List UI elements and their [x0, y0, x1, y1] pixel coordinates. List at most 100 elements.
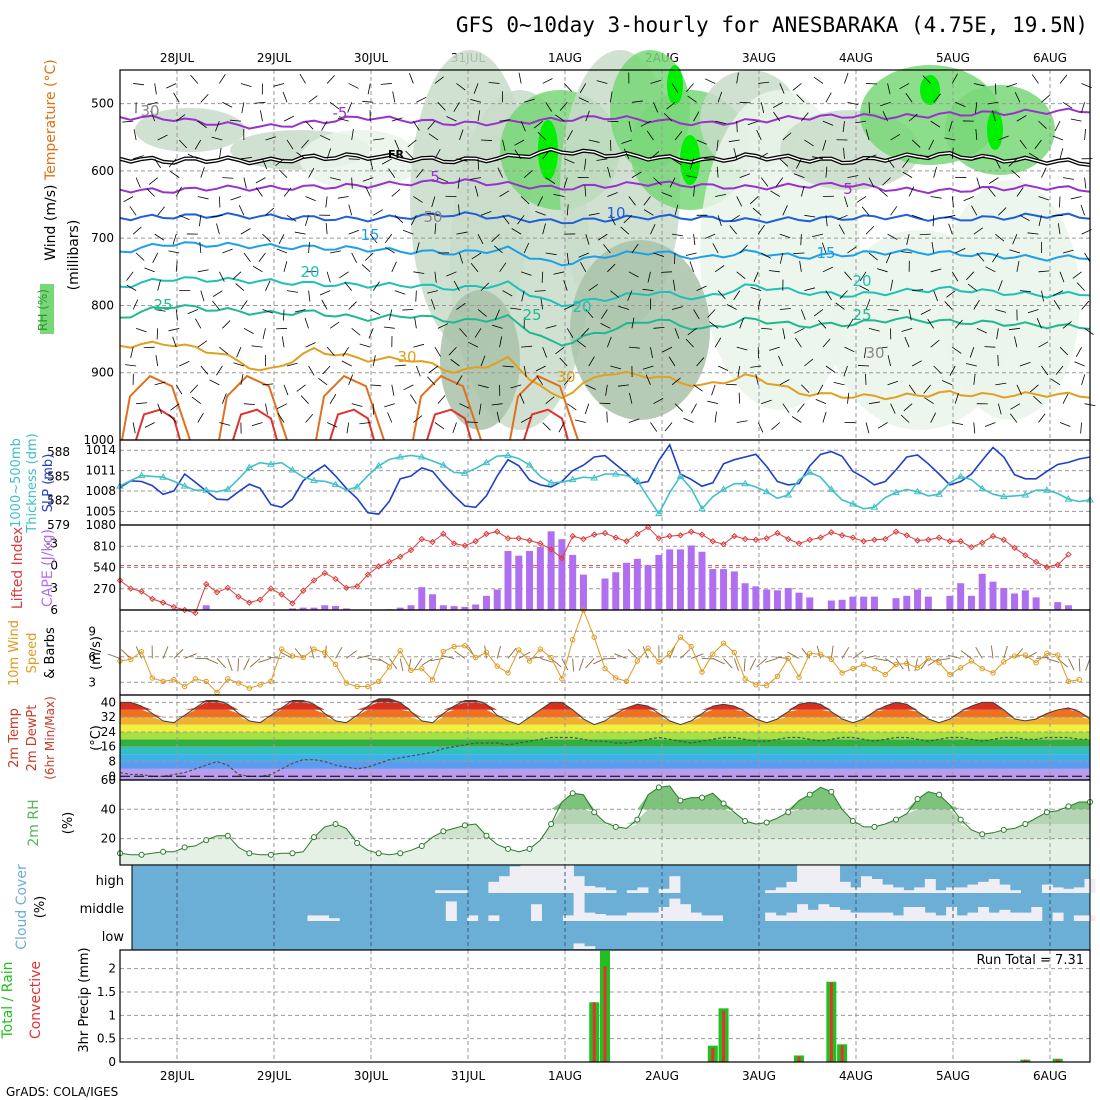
wind-barb [792, 83, 802, 91]
lifted-index-point [752, 536, 760, 543]
temp2m-tick: 8 [108, 755, 116, 769]
wind-barb [674, 403, 684, 412]
wind-barb [1041, 365, 1049, 376]
wind10-ylabel-1: 10m Wind [7, 620, 22, 686]
cloud-high-cell [1063, 888, 1075, 893]
thickness-point [461, 469, 469, 476]
cloud-high-cell [988, 879, 1000, 893]
cape-bar [946, 595, 954, 610]
wind-barb [359, 343, 371, 348]
wind-barb [782, 205, 788, 216]
wind10-barb [184, 653, 197, 659]
cloud-middle-cell [882, 912, 894, 921]
wind10-speed-point [1001, 659, 1007, 665]
wind-barb [362, 177, 374, 182]
wind-barb [480, 282, 490, 291]
wind-barb [434, 223, 437, 235]
wind-barb [542, 149, 550, 160]
wind10-speed-point [268, 678, 274, 685]
wind10-barb [578, 658, 584, 671]
wind10-barb [947, 654, 961, 659]
temp2m-units-part-0: (°C) [89, 725, 104, 751]
wind-barb [662, 346, 673, 353]
thickness-point [1043, 486, 1051, 493]
wind-barb [904, 336, 910, 348]
cloud-middle-cell [946, 907, 958, 921]
cape-bar [827, 600, 835, 610]
wind-barb [976, 327, 987, 334]
wind-barb [1027, 309, 1039, 314]
wind10-speed-point [494, 663, 500, 669]
wind-barb [521, 290, 525, 302]
wind-barb [736, 271, 746, 280]
wind-barb [749, 196, 759, 205]
wind10-barb [237, 658, 240, 672]
wind10-barb [173, 648, 184, 659]
cape-bar [536, 547, 544, 610]
rh2m-point [418, 842, 425, 849]
precip-conv-bar [840, 1045, 844, 1062]
time-label-top: 30JUL [354, 51, 389, 65]
time-label-bottom: 4AUG [839, 1069, 873, 1083]
wind-barb [683, 417, 694, 423]
thickness-point [310, 476, 318, 483]
wind-barb [585, 309, 594, 319]
wind-barb [920, 309, 931, 315]
rh2m-point [828, 788, 835, 795]
wind-barb [453, 102, 460, 112]
wind10-speed-point [505, 670, 511, 676]
wind-barb [347, 102, 353, 113]
wind-barb [265, 280, 271, 291]
wind-barb [496, 411, 500, 423]
wind-barb [326, 346, 335, 356]
wind-barb [653, 397, 664, 405]
wind10-speed-point [893, 661, 899, 668]
wind-barb [499, 262, 507, 273]
rh-shading-area [300, 130, 420, 190]
wind-barb [973, 422, 976, 434]
wind10-speed-point [753, 682, 759, 688]
wind10-speed-point [1044, 650, 1050, 657]
wind-barb [437, 177, 449, 183]
thickness-point [784, 491, 793, 498]
rh2m-point [1065, 803, 1072, 810]
cloud-middle-cell [626, 912, 638, 921]
precip-conv-bar [711, 1048, 715, 1062]
wind-barb [995, 309, 1007, 313]
wind-barb [782, 328, 786, 340]
wind10-speed-point [548, 654, 554, 661]
wind-barb [716, 139, 719, 151]
wind-barb [477, 110, 481, 122]
cloud-middle-cell [924, 912, 936, 921]
wind10-barb [960, 650, 972, 659]
rh2m-point [806, 791, 813, 798]
wind-barb [761, 399, 772, 405]
wind-barb [661, 271, 673, 273]
wind-barb [154, 381, 166, 386]
wind10-ylabel-2-part-0: Speed [25, 633, 40, 674]
rh2m-band [120, 838, 1090, 865]
wind-barb [664, 422, 673, 432]
wind10-speed-point [904, 660, 910, 667]
wind-barb [642, 288, 654, 292]
wind-barb [967, 283, 978, 291]
wind10-barb [990, 645, 994, 659]
wind-barb [975, 102, 978, 114]
wind-barb [480, 355, 486, 367]
thickness-point [547, 478, 555, 486]
wind-barb [385, 246, 396, 254]
wind-barb [1084, 128, 1086, 140]
thickness-point [1021, 491, 1030, 498]
cape-bar [579, 574, 587, 610]
wind-barb [229, 119, 241, 122]
cape-ylabel: CAPE (J/kg) [40, 529, 56, 607]
cloud-high-cell [935, 890, 947, 893]
rh2m-point [634, 816, 641, 823]
rh-ylabel: RH (%) [36, 289, 50, 331]
wind-barb [172, 234, 177, 245]
wind-barb [997, 280, 1003, 291]
lifted-index-point [688, 528, 695, 535]
wind-barb [685, 175, 697, 179]
lifted-index-point [925, 536, 932, 543]
wind10-barb [268, 656, 282, 659]
